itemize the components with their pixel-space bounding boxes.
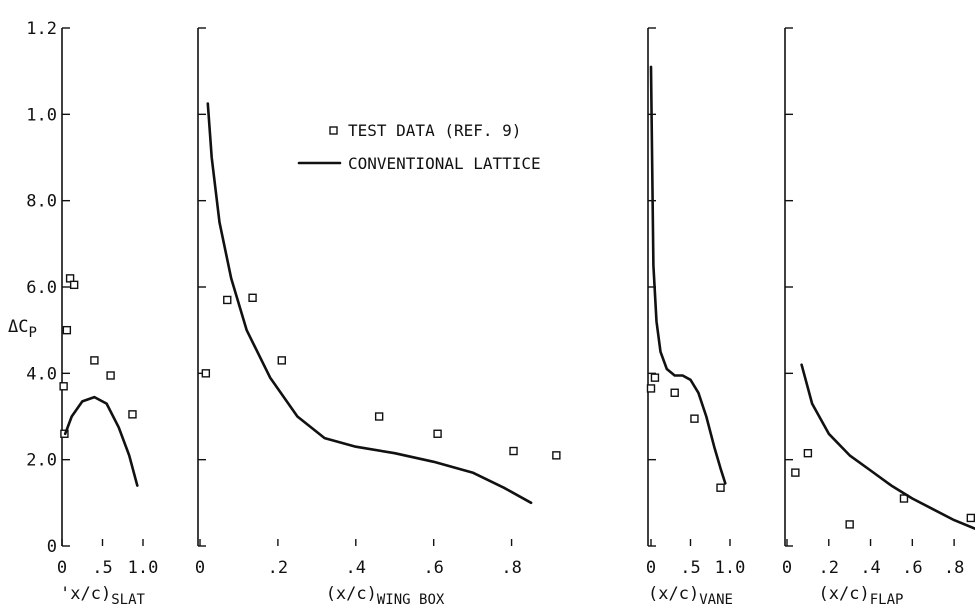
x-tick-label-flap: .6 [902, 558, 922, 578]
panel-vane: 0 .5 1.0 (x/c)VANE [646, 27, 746, 608]
y-tick-label: 0 [47, 537, 57, 557]
test-data-point-wing-box [223, 295, 232, 305]
legend-label-test-data: TEST DATA (REF. 9) [348, 121, 521, 140]
test-data-point-slat [128, 410, 137, 419]
test-data-point-wing-box [201, 369, 211, 378]
test-data-point-slat [69, 280, 79, 290]
test-data-point-wing-box [509, 446, 518, 456]
x-tick-label-wing-box: .4 [346, 558, 366, 578]
test-data-point-slat [106, 371, 115, 380]
test-data-point-wing-box [374, 412, 384, 421]
x-tick-label-vane: 0 [646, 558, 656, 578]
legend-label-conventional-lattice: CONVENTIONAL LATTICE [348, 154, 541, 173]
y-tick-label: 1.2 [26, 19, 57, 39]
x-tick-label-flap: .2 [819, 558, 839, 578]
lattice-curve-flap [800, 363, 975, 530]
y-tick-label: 2.0 [26, 451, 57, 471]
x-tick-label-wing-box: .6 [423, 558, 443, 578]
x-tick-label-vane: .5 [680, 558, 700, 578]
test-data-point-slat [90, 356, 99, 365]
test-data-point-slat [62, 325, 72, 335]
test-data-point-slat [59, 382, 68, 391]
test-data-point-wing-box [433, 429, 442, 438]
test-data-point-flap [803, 448, 813, 458]
x-axis-label-vane: (x/c)VANE [648, 584, 733, 608]
test-data-point-vane [650, 373, 660, 382]
test-data-point-vane [716, 483, 725, 492]
test-data-point-flap [966, 513, 975, 523]
lattice-curve-wing-box [206, 102, 533, 505]
x-tick-label-vane: 1.0 [715, 558, 746, 578]
y-tick-label: 4.0 [26, 364, 57, 384]
test-data-point-wing-box [277, 356, 286, 365]
x-tick-label-flap: .8 [944, 558, 964, 578]
x-axis-label-flap: (x/c)FLAP [819, 584, 904, 608]
test-data-point-wing-box [552, 451, 561, 460]
panel-slat: 0 .5 1.0 'x/c)SLAT [57, 27, 159, 608]
panel-flap: 0 .2 .4 .6 .8 (x/c)FLAP [782, 27, 975, 608]
y-tick-label: 8.0 [26, 192, 57, 212]
panel-wing-box: 0 .2 .4 .6 .8 (x/c)WING BOX [195, 27, 561, 608]
test-data-point-flap [845, 520, 854, 529]
test-data-point-vane [670, 388, 679, 397]
y-axis-label: ΔCP [8, 317, 37, 341]
test-data-point-vane [690, 414, 699, 423]
test-data-point-flap [791, 468, 800, 477]
x-tick-label-wing-box: 0 [195, 558, 205, 578]
lattice-curve-vane [649, 65, 727, 485]
x-tick-label-wing-box: .8 [501, 558, 521, 578]
legend: TEST DATA (REF. 9) CONVENTIONAL LATTICE [297, 121, 541, 173]
x-tick-label-flap: .4 [860, 558, 880, 578]
x-tick-label-slat: 1.0 [128, 558, 159, 578]
x-tick-label-wing-box: .2 [268, 558, 288, 578]
x-tick-label-slat: 0 [57, 558, 67, 578]
x-tick-label-flap: 0 [782, 558, 792, 578]
x-axis-label-slat: 'x/c)SLAT [60, 584, 145, 608]
test-data-point-vane [646, 384, 656, 393]
y-tick-label: 6.0 [26, 278, 57, 298]
x-tick-label-slat: .5 [92, 558, 112, 578]
legend-marker-square [329, 126, 338, 135]
y-tick-label: 1.0 [26, 105, 57, 125]
test-data-point-flap [899, 494, 909, 503]
lattice-curve-slat [63, 395, 139, 487]
x-axis-label-wing-box: (x/c)WING BOX [326, 584, 445, 608]
test-data-point-wing-box [248, 293, 257, 302]
